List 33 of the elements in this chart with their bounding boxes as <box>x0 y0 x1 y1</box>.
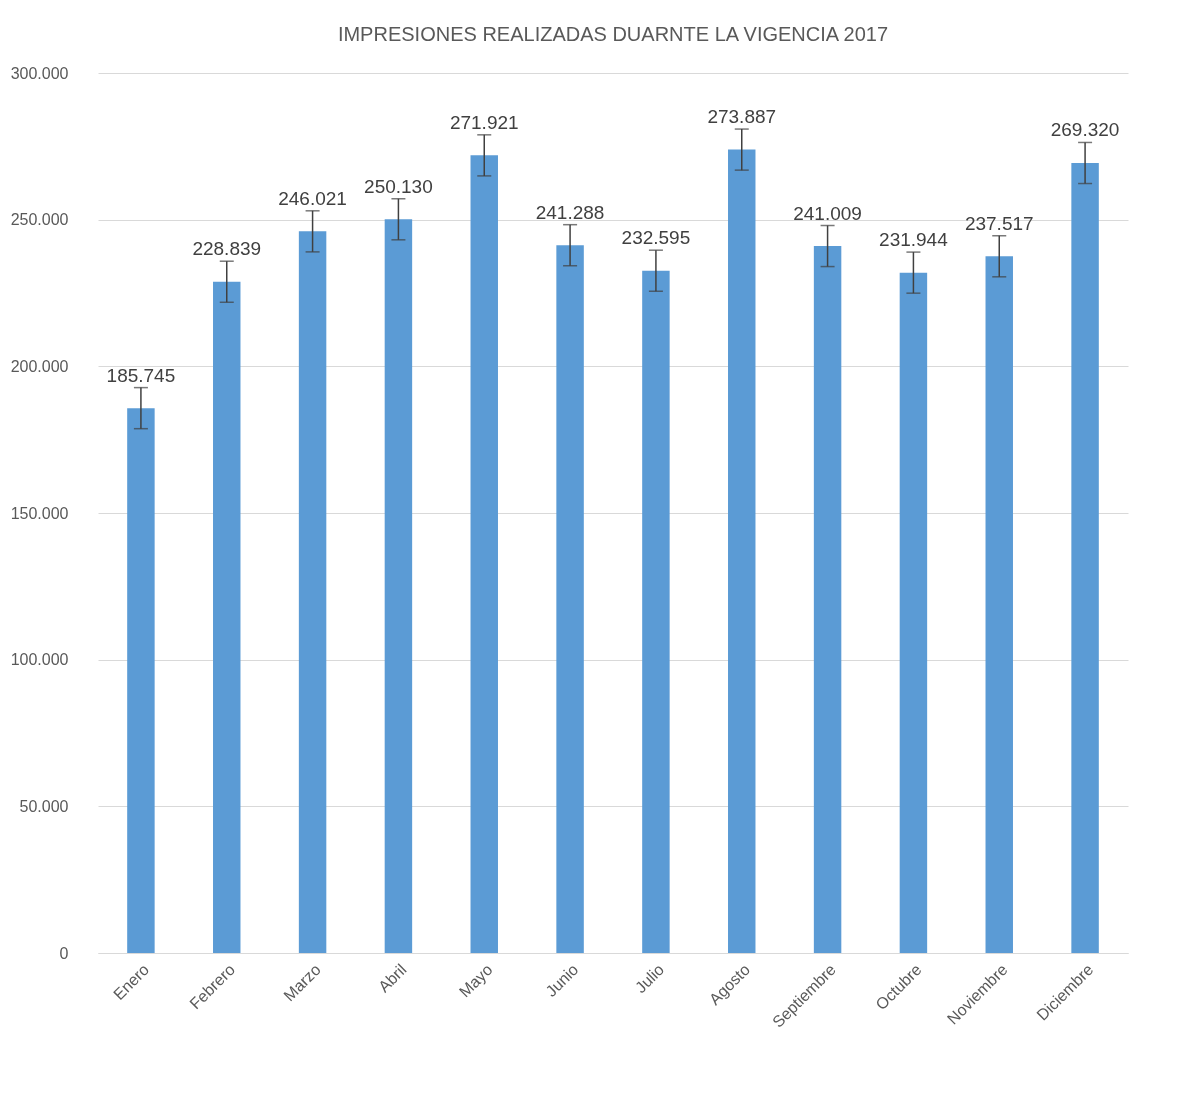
y-tick-label: 250.000 <box>10 211 69 229</box>
data-label: 232.595 <box>621 227 691 249</box>
data-label: 250.130 <box>364 175 433 197</box>
data-label: 241.009 <box>793 202 862 224</box>
bar <box>127 408 155 953</box>
bar <box>384 219 413 953</box>
y-tick-label: 150.000 <box>10 504 69 522</box>
y-tick-label: 100.000 <box>10 651 69 669</box>
y-tick-label: 0 <box>59 944 69 962</box>
data-label: 237.517 <box>964 212 1034 234</box>
data-label: 273.887 <box>707 106 777 128</box>
y-tick-label: 200.000 <box>10 357 69 375</box>
bar <box>1071 162 1099 953</box>
bar <box>213 281 241 953</box>
data-label: 231.944 <box>879 229 949 251</box>
data-label: 246.021 <box>278 187 347 209</box>
bar <box>298 231 327 953</box>
bar <box>985 256 1013 953</box>
y-tick-label: 50.000 <box>19 797 69 815</box>
x-tick-label: Julio <box>631 960 668 997</box>
bar <box>556 245 584 953</box>
data-label: 241.288 <box>535 201 605 223</box>
chart-title: IMPRESIONES REALIZADAS DUARNTE LA VIGENCIA 2017 <box>337 23 889 45</box>
data-label: 185.745 <box>106 364 176 386</box>
bar <box>642 270 670 953</box>
data-label: 269.320 <box>1050 119 1120 141</box>
bar <box>728 149 756 953</box>
bar <box>813 246 842 953</box>
bar <box>899 272 928 953</box>
bar <box>470 155 498 953</box>
data-label: 228.839 <box>192 238 262 260</box>
data-label: 271.921 <box>449 111 519 133</box>
y-tick-label: 300.000 <box>10 64 69 82</box>
